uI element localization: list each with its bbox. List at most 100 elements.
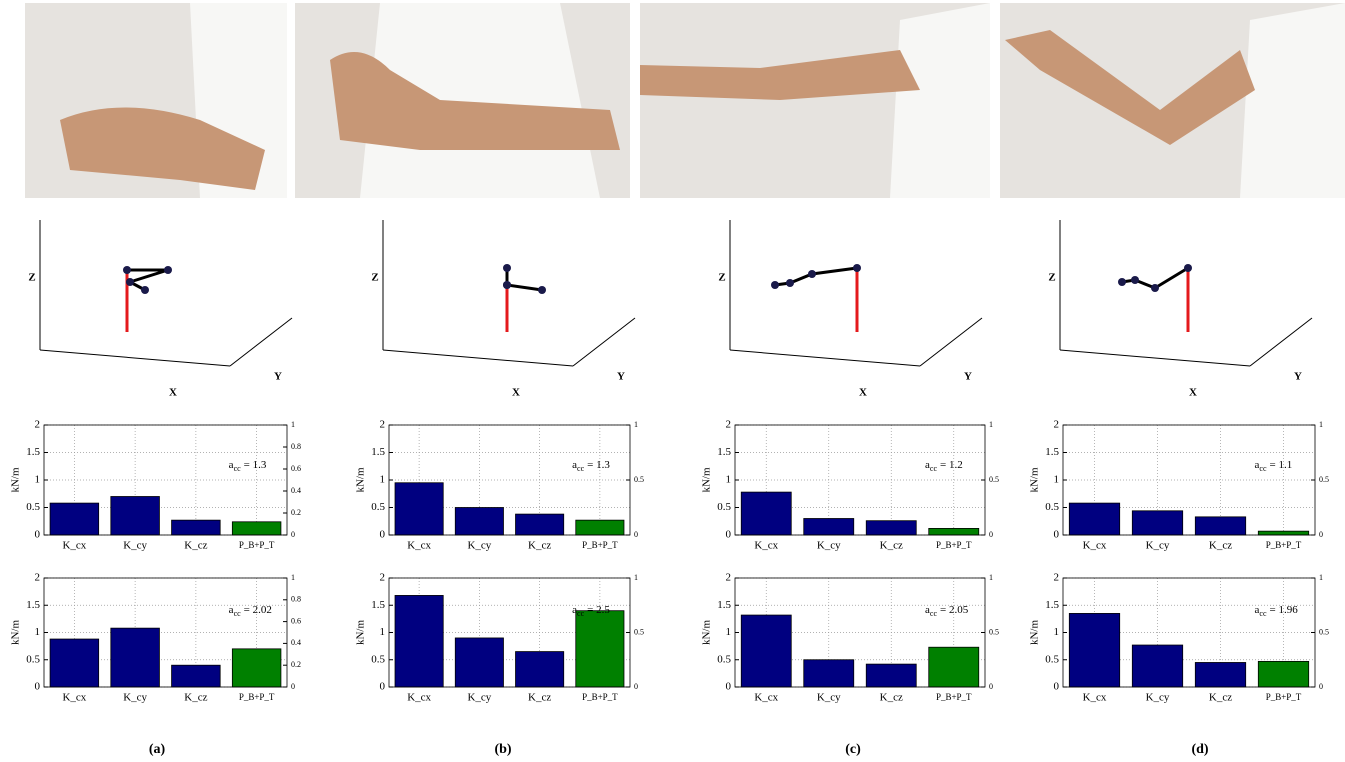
x-tick-label: K_cz (528, 692, 551, 704)
annotation-subscript: cc (234, 464, 242, 473)
shirt (890, 3, 990, 198)
panel-label: (b) (494, 742, 511, 757)
bar (455, 508, 503, 536)
y-axis-label: kN/m (355, 620, 367, 646)
y-tick-label: 1.5 (26, 446, 40, 458)
x-tick-label: K_cy (817, 692, 841, 704)
axis-label: Y (274, 371, 282, 383)
y-tick-label: 1.5 (1045, 446, 1059, 458)
joint (1151, 284, 1159, 292)
y2-tick-label: 0.5 (634, 475, 644, 484)
x-tick-label: P_B+P_T (1266, 692, 1302, 702)
bar (929, 647, 979, 687)
bar (741, 615, 791, 687)
annotation-text: = 2.5 (587, 604, 610, 616)
bar (929, 528, 979, 535)
x-tick-label: K_cy (123, 540, 147, 552)
axis-label: X (169, 387, 177, 399)
axis-label: Z (1048, 272, 1055, 284)
annotation-text: = 1.96 (1270, 604, 1299, 616)
joint (503, 281, 511, 289)
bar (172, 520, 221, 535)
y-tick-label: 0 (380, 681, 386, 693)
x-tick-label: P_B+P_T (1266, 540, 1302, 550)
bar (576, 520, 624, 535)
y-tick-label: 0 (726, 681, 732, 693)
joint (808, 270, 816, 278)
y2-tick-label: 1 (1319, 573, 1323, 582)
axis-label: X (512, 387, 520, 399)
joint (853, 264, 861, 272)
y-tick-label: 2 (1054, 572, 1060, 584)
bar (455, 638, 503, 687)
bar (516, 514, 564, 535)
axis-label: Y (617, 371, 625, 383)
y-tick-label: 0 (1054, 529, 1060, 541)
joint (1131, 276, 1139, 284)
y2-tick-label: 1 (634, 420, 638, 429)
y-tick-label: 2 (726, 572, 732, 584)
y-tick-label: 1.5 (371, 599, 385, 611)
annotation-text: = 1.2 (940, 459, 963, 471)
annotation: acc= 1.3 (229, 459, 267, 473)
x-tick-label: P_B+P_T (239, 692, 275, 702)
y-tick-label: 1.5 (717, 446, 731, 458)
y-tick-label: 2 (380, 419, 386, 431)
y-tick-label: 2 (35, 572, 41, 584)
annotation-subscript: cc (1259, 609, 1267, 618)
y-tick-label: 0 (35, 681, 41, 693)
y2-tick-label: 0.4 (291, 486, 301, 495)
figure: ZXY(a)ZXY(b)ZXY(c)ZXY(d)K_cxK_cyK_czP_B+… (0, 0, 1345, 762)
annotation-text: = 1.3 (587, 459, 610, 471)
bar (1258, 661, 1308, 687)
bar (804, 519, 854, 536)
bar (516, 652, 564, 687)
y2-tick-label: 0.5 (1319, 627, 1329, 636)
arm-link (507, 268, 542, 290)
joint (1184, 264, 1192, 272)
bar (111, 497, 160, 536)
axis-label: Z (28, 272, 35, 284)
annotation: acc= 1.96 (1255, 604, 1299, 618)
x-tick-label: K_cx (1083, 540, 1107, 552)
y-tick-label: 0.5 (26, 501, 40, 513)
y2-tick-label: 0 (291, 682, 295, 691)
y2-tick-label: 0 (634, 682, 638, 691)
bar (1258, 531, 1308, 535)
y-tick-label: 1 (726, 474, 732, 486)
annotation-text: = 2.05 (940, 604, 969, 616)
x-tick-label: K_cx (407, 692, 431, 704)
axis-3d (573, 318, 635, 366)
x-tick-label: K_cz (528, 540, 551, 552)
x-tick-label: K_cy (1146, 692, 1170, 704)
y-tick-label: 1 (380, 626, 386, 638)
x-tick-label: K_cx (62, 540, 86, 552)
axis-label: X (1189, 387, 1197, 399)
y2-tick-label: 1 (1319, 420, 1323, 429)
annotation-text: = 2.02 (244, 604, 272, 616)
y-tick-label: 0.5 (371, 653, 385, 665)
annotation-subscript: cc (577, 464, 585, 473)
y-tick-label: 0.5 (1045, 653, 1059, 665)
shirt (1240, 3, 1345, 198)
y-tick-label: 0 (35, 529, 41, 541)
y2-tick-label: 0.6 (291, 464, 301, 473)
axis-3d (730, 350, 920, 366)
x-tick-label: K_cx (1083, 692, 1107, 704)
bar (804, 660, 854, 687)
y-tick-label: 1 (726, 626, 732, 638)
axis-3d (40, 350, 230, 366)
y-axis-label: kN/m (355, 467, 367, 493)
annotation-subscript: cc (234, 609, 242, 618)
panel-label: (a) (149, 742, 166, 757)
y-axis-label: kN/m (701, 620, 713, 646)
y-tick-label: 0 (1054, 681, 1060, 693)
annotation: acc= 2.05 (925, 604, 969, 618)
x-tick-label: K_cy (123, 692, 147, 704)
y2-tick-label: 0.8 (291, 442, 301, 451)
y-tick-label: 0.5 (371, 501, 385, 513)
x-tick-label: K_cz (880, 692, 903, 704)
axis-3d (1060, 350, 1250, 366)
axis-label: Z (718, 272, 725, 284)
annotation: acc= 1.2 (925, 459, 963, 473)
